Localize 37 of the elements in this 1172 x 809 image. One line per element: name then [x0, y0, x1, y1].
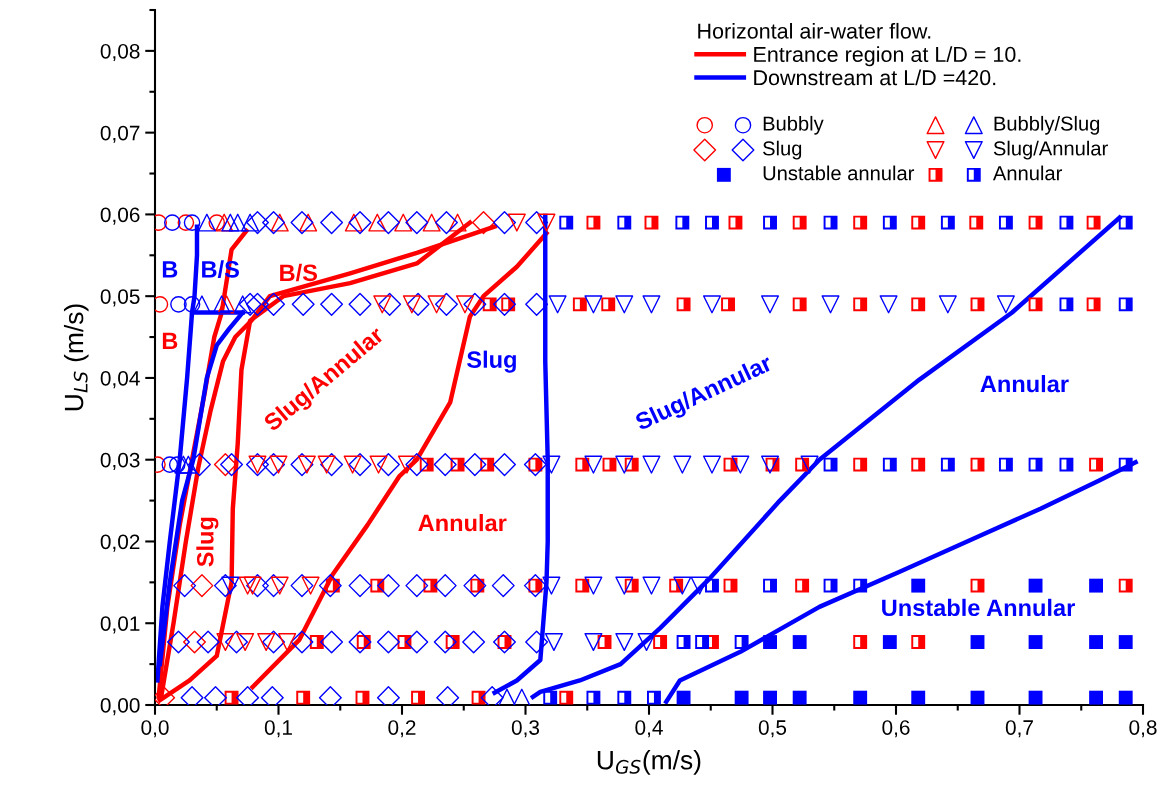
legend-label: Bubbly [763, 115, 824, 135]
annotation: Annular [418, 513, 507, 532]
legend-label: Bubbly/Slug [994, 115, 1100, 135]
y-tick-label: 0,06 [100, 207, 140, 225]
y-tick-label: 0,01 [100, 616, 140, 634]
legend-label: Downstream at L/D =420. [754, 69, 996, 86]
annotation: Slug [196, 517, 219, 567]
y-tick-label: 0,02 [100, 534, 140, 552]
legend-label: Slug [763, 140, 802, 160]
annotation: Slug [467, 350, 516, 373]
annotation: B [162, 332, 178, 350]
x-tick-label: 0,6 [882, 720, 910, 738]
x-tick-label: 0,8 [1129, 720, 1157, 738]
x-tick-label: 0,1 [264, 720, 292, 738]
x-tick-label: 0,0 [141, 720, 169, 738]
x-tick-label: 0,4 [635, 720, 663, 738]
annotation: Annular [980, 374, 1069, 393]
x-axis-title: U$_{GS}$(m/s) [597, 750, 701, 775]
y-tick-label: 0,04 [100, 370, 140, 389]
y-tick-label: 0,08 [100, 43, 140, 62]
x-tick-label: 0,3 [511, 720, 540, 738]
y-tick-label: 0,03 [100, 452, 140, 470]
legend-label: Entrance region at L/D = 10. [754, 46, 1021, 67]
annotation: Unstable Annular [882, 598, 1075, 617]
annotation: B/S [280, 263, 318, 282]
legend-label: Unstable annular [763, 165, 915, 181]
x-tick-label: 0,5 [758, 720, 787, 738]
x-tick-label: 0,7 [1005, 720, 1033, 738]
y-axis-title: U$_{LS}$ (m/s) [63, 304, 89, 411]
legend-label: Annular [992, 165, 1062, 181]
annotation: B [162, 261, 178, 278]
x-tick-label: 0,2 [388, 720, 416, 738]
y-tick-label: 0,07 [100, 125, 140, 143]
y-tick-label: 0,05 [100, 289, 140, 307]
legend-label: Slug/Annular [993, 140, 1108, 160]
y-tick-label: 0,00 [100, 698, 140, 716]
legend-title: Horizontal air-water flow. [698, 22, 931, 39]
